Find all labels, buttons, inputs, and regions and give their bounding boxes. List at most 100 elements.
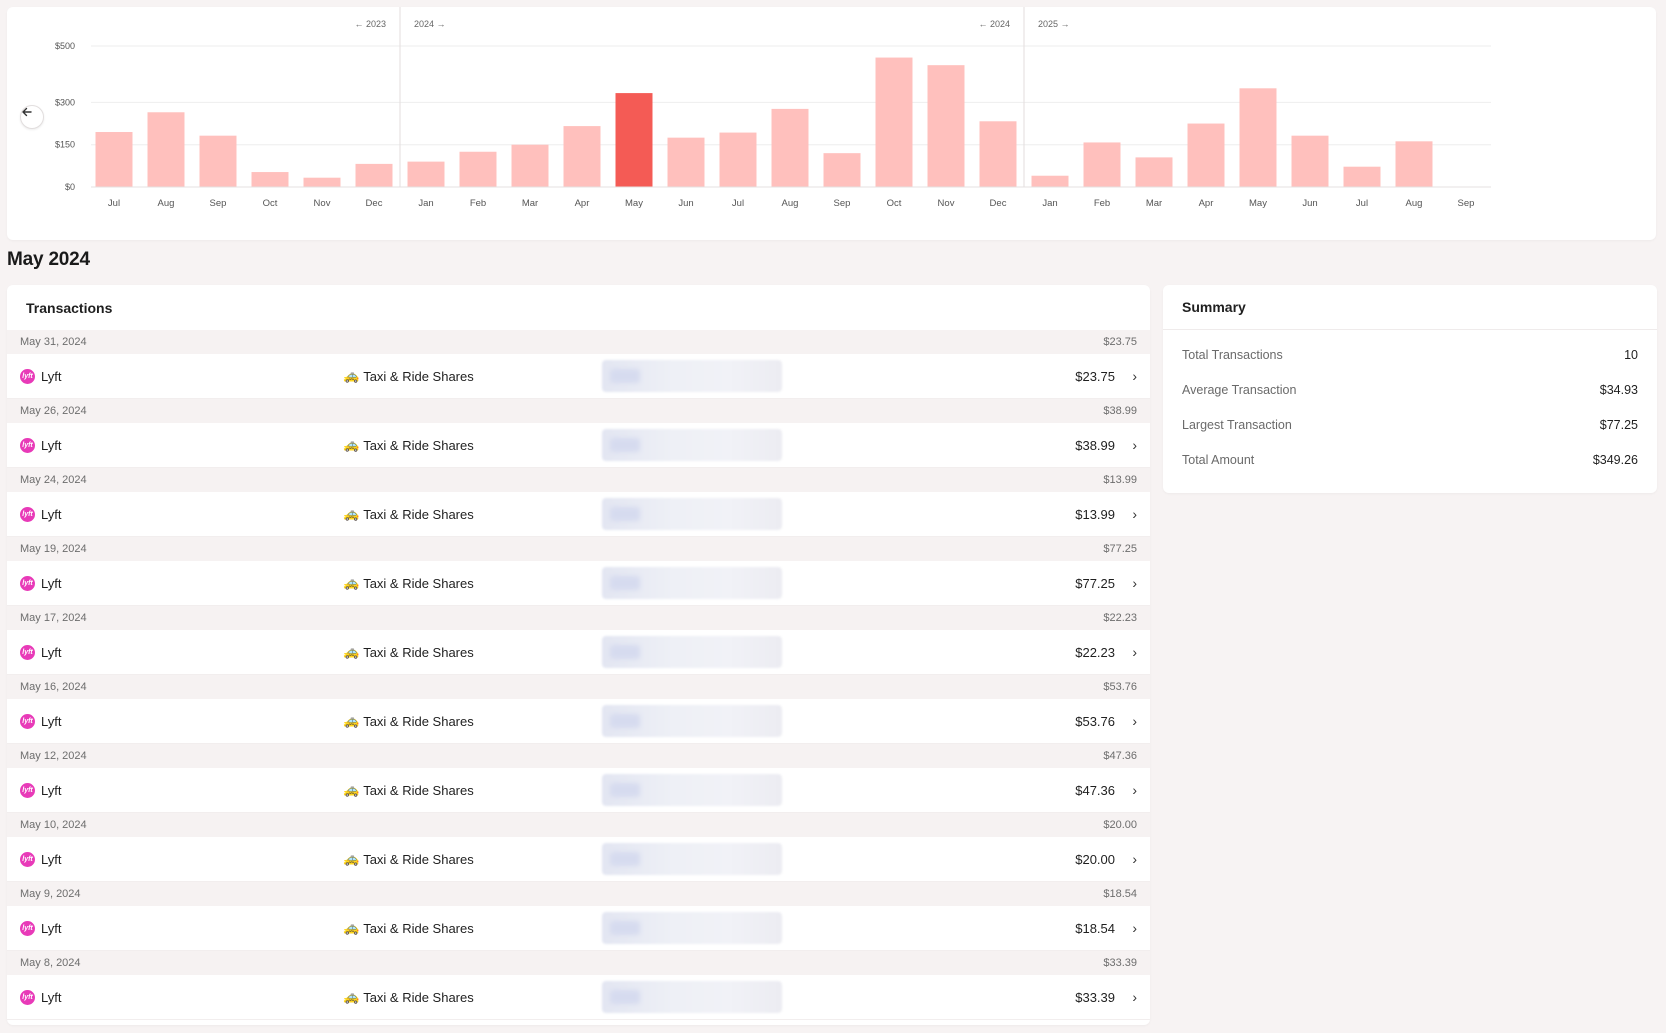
summary-value: 10 bbox=[1624, 347, 1638, 362]
merchant: lyft Lyft bbox=[20, 437, 62, 453]
category-label: Taxi & Ride Shares bbox=[363, 713, 474, 729]
taxi-icon: 🚕 bbox=[343, 989, 360, 1004]
transaction-row[interactable]: lyft Lyft 🚕 Taxi & Ride Shares $38.99 › bbox=[7, 423, 1150, 468]
transaction-row[interactable]: lyft Lyft 🚕 Taxi & Ride Shares $23.75 › bbox=[7, 354, 1150, 399]
date-label: May 12, 2024 bbox=[20, 750, 87, 762]
taxi-icon: 🚕 bbox=[343, 851, 360, 866]
lyft-logo-icon: lyft bbox=[20, 713, 35, 729]
date-total: $20.00 bbox=[1103, 819, 1137, 831]
x-tick-label: Nov bbox=[938, 198, 955, 209]
category: 🚕 Taxi & Ride Shares bbox=[343, 575, 474, 591]
summary-card: Summary Total Transactions 10 Average Tran… bbox=[1163, 285, 1657, 493]
date-total: $38.99 bbox=[1103, 405, 1137, 417]
x-tick-label: Jun bbox=[678, 198, 693, 209]
merchant-name: Lyft bbox=[41, 782, 62, 798]
summary-label: Total Amount bbox=[1182, 452, 1255, 467]
date-total: $13.99 bbox=[1103, 474, 1137, 486]
lyft-logo-icon: lyft bbox=[20, 989, 35, 1005]
redacted-account-chip bbox=[610, 852, 640, 866]
chevron-right-icon: › bbox=[1132, 368, 1137, 384]
y-tick-label: $150 bbox=[55, 140, 75, 150]
bar bbox=[95, 132, 133, 187]
chevron-right-icon: › bbox=[1132, 989, 1137, 1005]
summary-label: Average Transaction bbox=[1182, 382, 1297, 397]
y-tick-label: $500 bbox=[55, 41, 75, 51]
chevron-right-icon: › bbox=[1132, 644, 1137, 660]
summary-row: Largest Transaction $77.25 bbox=[1163, 407, 1657, 442]
category: 🚕 Taxi & Ride Shares bbox=[343, 506, 474, 522]
transaction-row[interactable]: lyft Lyft 🚕 Taxi & Ride Shares $20.00 › bbox=[7, 837, 1150, 882]
bar bbox=[1135, 157, 1173, 187]
taxi-icon: 🚕 bbox=[343, 920, 360, 935]
x-tick-label: Jul bbox=[1356, 198, 1368, 209]
redacted-account-field bbox=[602, 429, 782, 461]
merchant-name: Lyft bbox=[41, 851, 62, 867]
x-tick-label: Apr bbox=[1199, 198, 1214, 209]
bar bbox=[251, 172, 289, 187]
date-total: $47.36 bbox=[1103, 750, 1137, 762]
transaction-row[interactable]: lyft Lyft 🚕 Taxi & Ride Shares $22.23 › bbox=[7, 630, 1150, 675]
transaction-amount: $38.99 bbox=[1075, 437, 1115, 453]
date-total: $18.54 bbox=[1103, 888, 1137, 900]
merchant-name: Lyft bbox=[41, 437, 62, 453]
bar bbox=[875, 57, 913, 188]
date-total: $22.23 bbox=[1103, 612, 1137, 624]
redacted-account-field bbox=[602, 360, 782, 392]
bar bbox=[511, 144, 549, 187]
x-tick-label: Apr bbox=[575, 198, 590, 209]
bar bbox=[771, 108, 809, 187]
x-tick-label: Nov bbox=[314, 198, 331, 209]
date-label: May 16, 2024 bbox=[20, 681, 87, 693]
x-tick-label: Sep bbox=[210, 198, 227, 209]
transaction-row[interactable]: lyft Lyft 🚕 Taxi & Ride Shares $33.39 › bbox=[7, 975, 1150, 1020]
category-label: Taxi & Ride Shares bbox=[363, 437, 474, 453]
transaction-row[interactable]: lyft Lyft 🚕 Taxi & Ride Shares $77.25 › bbox=[7, 561, 1150, 606]
transaction-row[interactable]: lyft Lyft 🚕 Taxi & Ride Shares $53.76 › bbox=[7, 699, 1150, 744]
transaction-amount: $53.76 bbox=[1075, 713, 1115, 729]
merchant-name: Lyft bbox=[41, 575, 62, 591]
merchant: lyft Lyft bbox=[20, 920, 61, 936]
x-tick-label: Sep bbox=[834, 198, 851, 209]
date-label: May 17, 2024 bbox=[20, 612, 87, 624]
arrow-left-icon bbox=[22, 107, 32, 117]
category-label: Taxi & Ride Shares bbox=[363, 644, 474, 660]
date-group-header: May 17, 2024 $22.23 bbox=[7, 606, 1150, 630]
bar bbox=[1031, 175, 1069, 187]
lyft-logo-icon: lyft bbox=[20, 368, 35, 384]
chevron-right-icon: › bbox=[1132, 851, 1137, 867]
transaction-row[interactable]: lyft Lyft 🚕 Taxi & Ride Shares $47.36 › bbox=[7, 768, 1150, 813]
transaction-row[interactable]: lyft Lyft 🚕 Taxi & Ride Shares $18.54 › bbox=[7, 906, 1150, 951]
chevron-right-icon: › bbox=[1132, 782, 1137, 798]
date-total: $77.25 bbox=[1103, 543, 1137, 555]
x-tick-label: Jul bbox=[108, 198, 120, 209]
bar bbox=[303, 177, 341, 187]
x-tick-label: Jul bbox=[732, 198, 744, 209]
redacted-account-field bbox=[602, 774, 782, 806]
lyft-logo-icon: lyft bbox=[20, 437, 35, 453]
summary-value: $349.26 bbox=[1592, 452, 1638, 467]
merchant-name: Lyft bbox=[41, 989, 62, 1005]
transaction-amount: $23.75 bbox=[1075, 368, 1115, 384]
date-total: $23.75 bbox=[1103, 336, 1137, 348]
bar bbox=[1083, 142, 1121, 187]
taxi-icon: 🚕 bbox=[343, 644, 360, 659]
summary-row: Total Amount $349.26 bbox=[1163, 442, 1657, 477]
lyft-logo-icon: lyft bbox=[20, 644, 35, 660]
bar bbox=[407, 161, 445, 187]
merchant: lyft Lyft bbox=[20, 713, 61, 729]
summary-rows: Total Transactions 10 Average Transaction $… bbox=[1163, 330, 1657, 477]
bar bbox=[667, 137, 705, 187]
date-label: May 26, 2024 bbox=[20, 405, 87, 417]
merchant: lyft Lyft bbox=[20, 782, 62, 798]
date-group-header: May 9, 2024 $18.54 bbox=[7, 882, 1150, 906]
back-button[interactable] bbox=[20, 105, 44, 129]
summary-title: Summary bbox=[1163, 285, 1657, 330]
transaction-row[interactable]: lyft Lyft 🚕 Taxi & Ride Shares $13.99 › bbox=[7, 492, 1150, 537]
merchant: lyft Lyft bbox=[20, 368, 61, 384]
date-group-header: May 19, 2024 $77.25 bbox=[7, 537, 1150, 561]
redacted-account-chip bbox=[610, 714, 640, 728]
x-tick-label: Mar bbox=[522, 198, 538, 209]
redacted-account-chip bbox=[610, 645, 640, 659]
transaction-amount: $22.23 bbox=[1075, 644, 1115, 660]
taxi-icon: 🚕 bbox=[343, 506, 360, 521]
